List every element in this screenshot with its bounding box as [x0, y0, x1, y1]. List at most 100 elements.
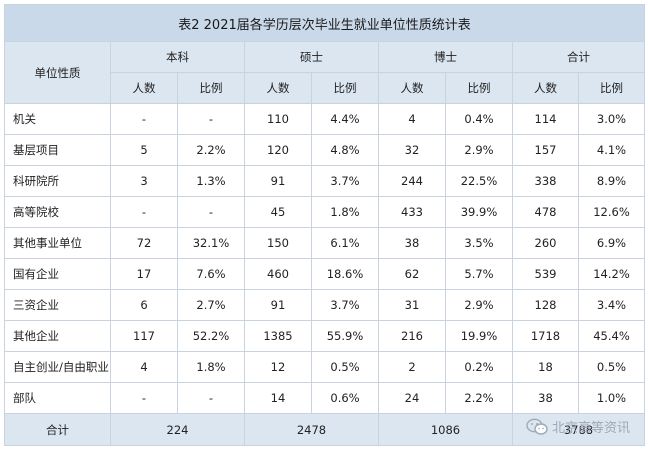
count-cell: 3 — [110, 165, 178, 197]
count-cell: 1385 — [244, 320, 312, 352]
ratio-cell: 4.4% — [311, 103, 379, 135]
sub-header-count: 人数 — [512, 72, 579, 104]
count-cell: 91 — [244, 289, 312, 321]
count-cell: 38 — [512, 382, 579, 414]
count-cell: 117 — [110, 320, 178, 352]
ratio-cell: 3.0% — [577, 103, 646, 135]
sub-header-count: 人数 — [378, 72, 446, 104]
sub-header-count: 人数 — [244, 72, 312, 104]
count-cell: 12 — [244, 351, 312, 383]
ratio-cell: - — [177, 103, 245, 135]
count-cell: 2 — [378, 351, 446, 383]
wechat-icon — [526, 418, 548, 435]
ratio-cell: 6.9% — [577, 227, 646, 259]
ratio-cell: 22.5% — [445, 165, 513, 197]
ratio-cell: 32.1% — [177, 227, 245, 259]
unit-type-cell: 三资企业 — [4, 289, 111, 321]
count-cell: 539 — [512, 258, 579, 290]
ratio-cell: 4.8% — [311, 134, 379, 166]
ratio-cell: 0.5% — [577, 351, 646, 383]
count-cell: 433 — [378, 196, 446, 228]
count-cell: 150 — [244, 227, 312, 259]
table-body: 机关 - -110 4.4% 4 0.4% 114 3.0% 基层项目 5 2.2% 120 4.8% 3… — [4, 103, 646, 414]
table-row: 其他企业 117 52.2% 1385 55.9% 216 19.9% 1718 45.4% — [4, 320, 646, 352]
employment-stats-table: 表2 2021届各学历层次毕业生就业单位性质统计表 单位性质 本科 硕士 博士 … — [3, 4, 646, 446]
unit-type-header: 单位性质 — [4, 41, 111, 104]
count-cell: 17 — [110, 258, 178, 290]
count-cell: 14 — [244, 382, 312, 414]
count-cell: 24 — [378, 382, 446, 414]
group-header-undergrad: 本科 — [110, 41, 245, 73]
count-cell: 18 — [512, 351, 579, 383]
ratio-cell: 1.0% — [577, 382, 646, 414]
ratio-cell: 4.1% — [577, 134, 646, 166]
group-header-master: 硕士 — [244, 41, 379, 73]
total-phd: 1086 — [378, 413, 513, 446]
ratio-cell: 12.6% — [577, 196, 646, 228]
sub-header-count: 人数 — [110, 72, 178, 104]
ratio-cell: 3.5% — [445, 227, 513, 259]
count-cell: 157 — [512, 134, 579, 166]
unit-type-cell: 自主创业/自由职业 — [4, 351, 111, 383]
count-cell: 62 — [378, 258, 446, 290]
count-cell: 1718 — [512, 320, 579, 352]
count-cell: 128 — [512, 289, 579, 321]
ratio-cell: - — [177, 196, 245, 228]
count-cell: 338 — [512, 165, 579, 197]
ratio-cell: 2.9% — [445, 289, 513, 321]
group-header-total: 合计 — [511, 41, 646, 73]
table-title: 表2 2021届各学历层次毕业生就业单位性质统计表 — [3, 4, 646, 42]
sub-header-ratio: 比例 — [445, 72, 513, 104]
count-cell: 31 — [378, 289, 446, 321]
count-cell: - — [110, 196, 178, 228]
group-header-phd: 博士 — [378, 41, 513, 73]
table-row: 三资企业 6 2.7% 91 3.7% 31 2.9% 128 3.4% — [4, 289, 646, 321]
ratio-cell: 55.9% — [311, 320, 379, 352]
count-cell: - — [110, 103, 178, 135]
ratio-cell: 2.9% — [445, 134, 513, 166]
count-cell: 478 — [512, 196, 579, 228]
unit-type-cell: 机关 — [4, 103, 111, 135]
count-cell: 6 — [110, 289, 178, 321]
ratio-cell: 7.6% — [177, 258, 245, 290]
unit-type-cell: 部队 — [4, 382, 111, 414]
ratio-cell: 3.4% — [577, 289, 646, 321]
table-row: 高等院校 - -45 1.8% 433 39.9% 478 12.6% — [4, 196, 646, 228]
ratio-cell: - — [177, 382, 245, 414]
ratio-cell: 2.2% — [177, 134, 245, 166]
unit-type-cell: 其他事业单位 — [4, 227, 111, 259]
ratio-cell: 1.8% — [311, 196, 379, 228]
table-row: 基层项目 5 2.2% 120 4.8% 32 2.9% 157 4.1% — [4, 134, 646, 166]
total-master: 2478 — [244, 413, 379, 446]
ratio-cell: 6.1% — [311, 227, 379, 259]
ratio-cell: 0.4% — [445, 103, 513, 135]
table-row: 国有企业 17 7.6% 460 18.6% 62 5.7% 539 14.2% — [4, 258, 646, 290]
count-cell: 45 — [244, 196, 312, 228]
ratio-cell: 19.9% — [445, 320, 513, 352]
stats-table-container: 表2 2021届各学历层次毕业生就业单位性质统计表 单位性质 本科 硕士 博士 … — [3, 4, 646, 446]
ratio-cell: 14.2% — [577, 258, 646, 290]
count-cell: 32 — [378, 134, 446, 166]
ratio-cell: 2.2% — [445, 382, 513, 414]
ratio-cell: 8.9% — [577, 165, 646, 197]
count-cell: 460 — [244, 258, 312, 290]
ratio-cell: 3.7% — [311, 165, 379, 197]
ratio-cell: 52.2% — [177, 320, 245, 352]
count-cell: - — [110, 382, 178, 414]
count-cell: 38 — [378, 227, 446, 259]
count-cell: 260 — [512, 227, 579, 259]
table-row: 自主创业/自由职业 4 1.8% 12 0.5% 2 0.2% 18 0.5% — [4, 351, 646, 383]
unit-type-cell: 国有企业 — [4, 258, 111, 290]
ratio-cell: 39.9% — [445, 196, 513, 228]
sub-header-ratio: 比例 — [311, 72, 379, 104]
ratio-cell: 45.4% — [577, 320, 646, 352]
count-cell: 120 — [244, 134, 312, 166]
total-undergrad: 224 — [110, 413, 245, 446]
count-cell: 91 — [244, 165, 312, 197]
sub-header-ratio: 比例 — [177, 72, 245, 104]
unit-type-cell: 其他企业 — [4, 320, 111, 352]
ratio-cell: 5.7% — [445, 258, 513, 290]
count-cell: 72 — [110, 227, 178, 259]
ratio-cell: 0.6% — [311, 382, 379, 414]
table-row: 科研院所 3 1.3% 91 3.7% 244 22.5% 338 8.9% — [4, 165, 646, 197]
